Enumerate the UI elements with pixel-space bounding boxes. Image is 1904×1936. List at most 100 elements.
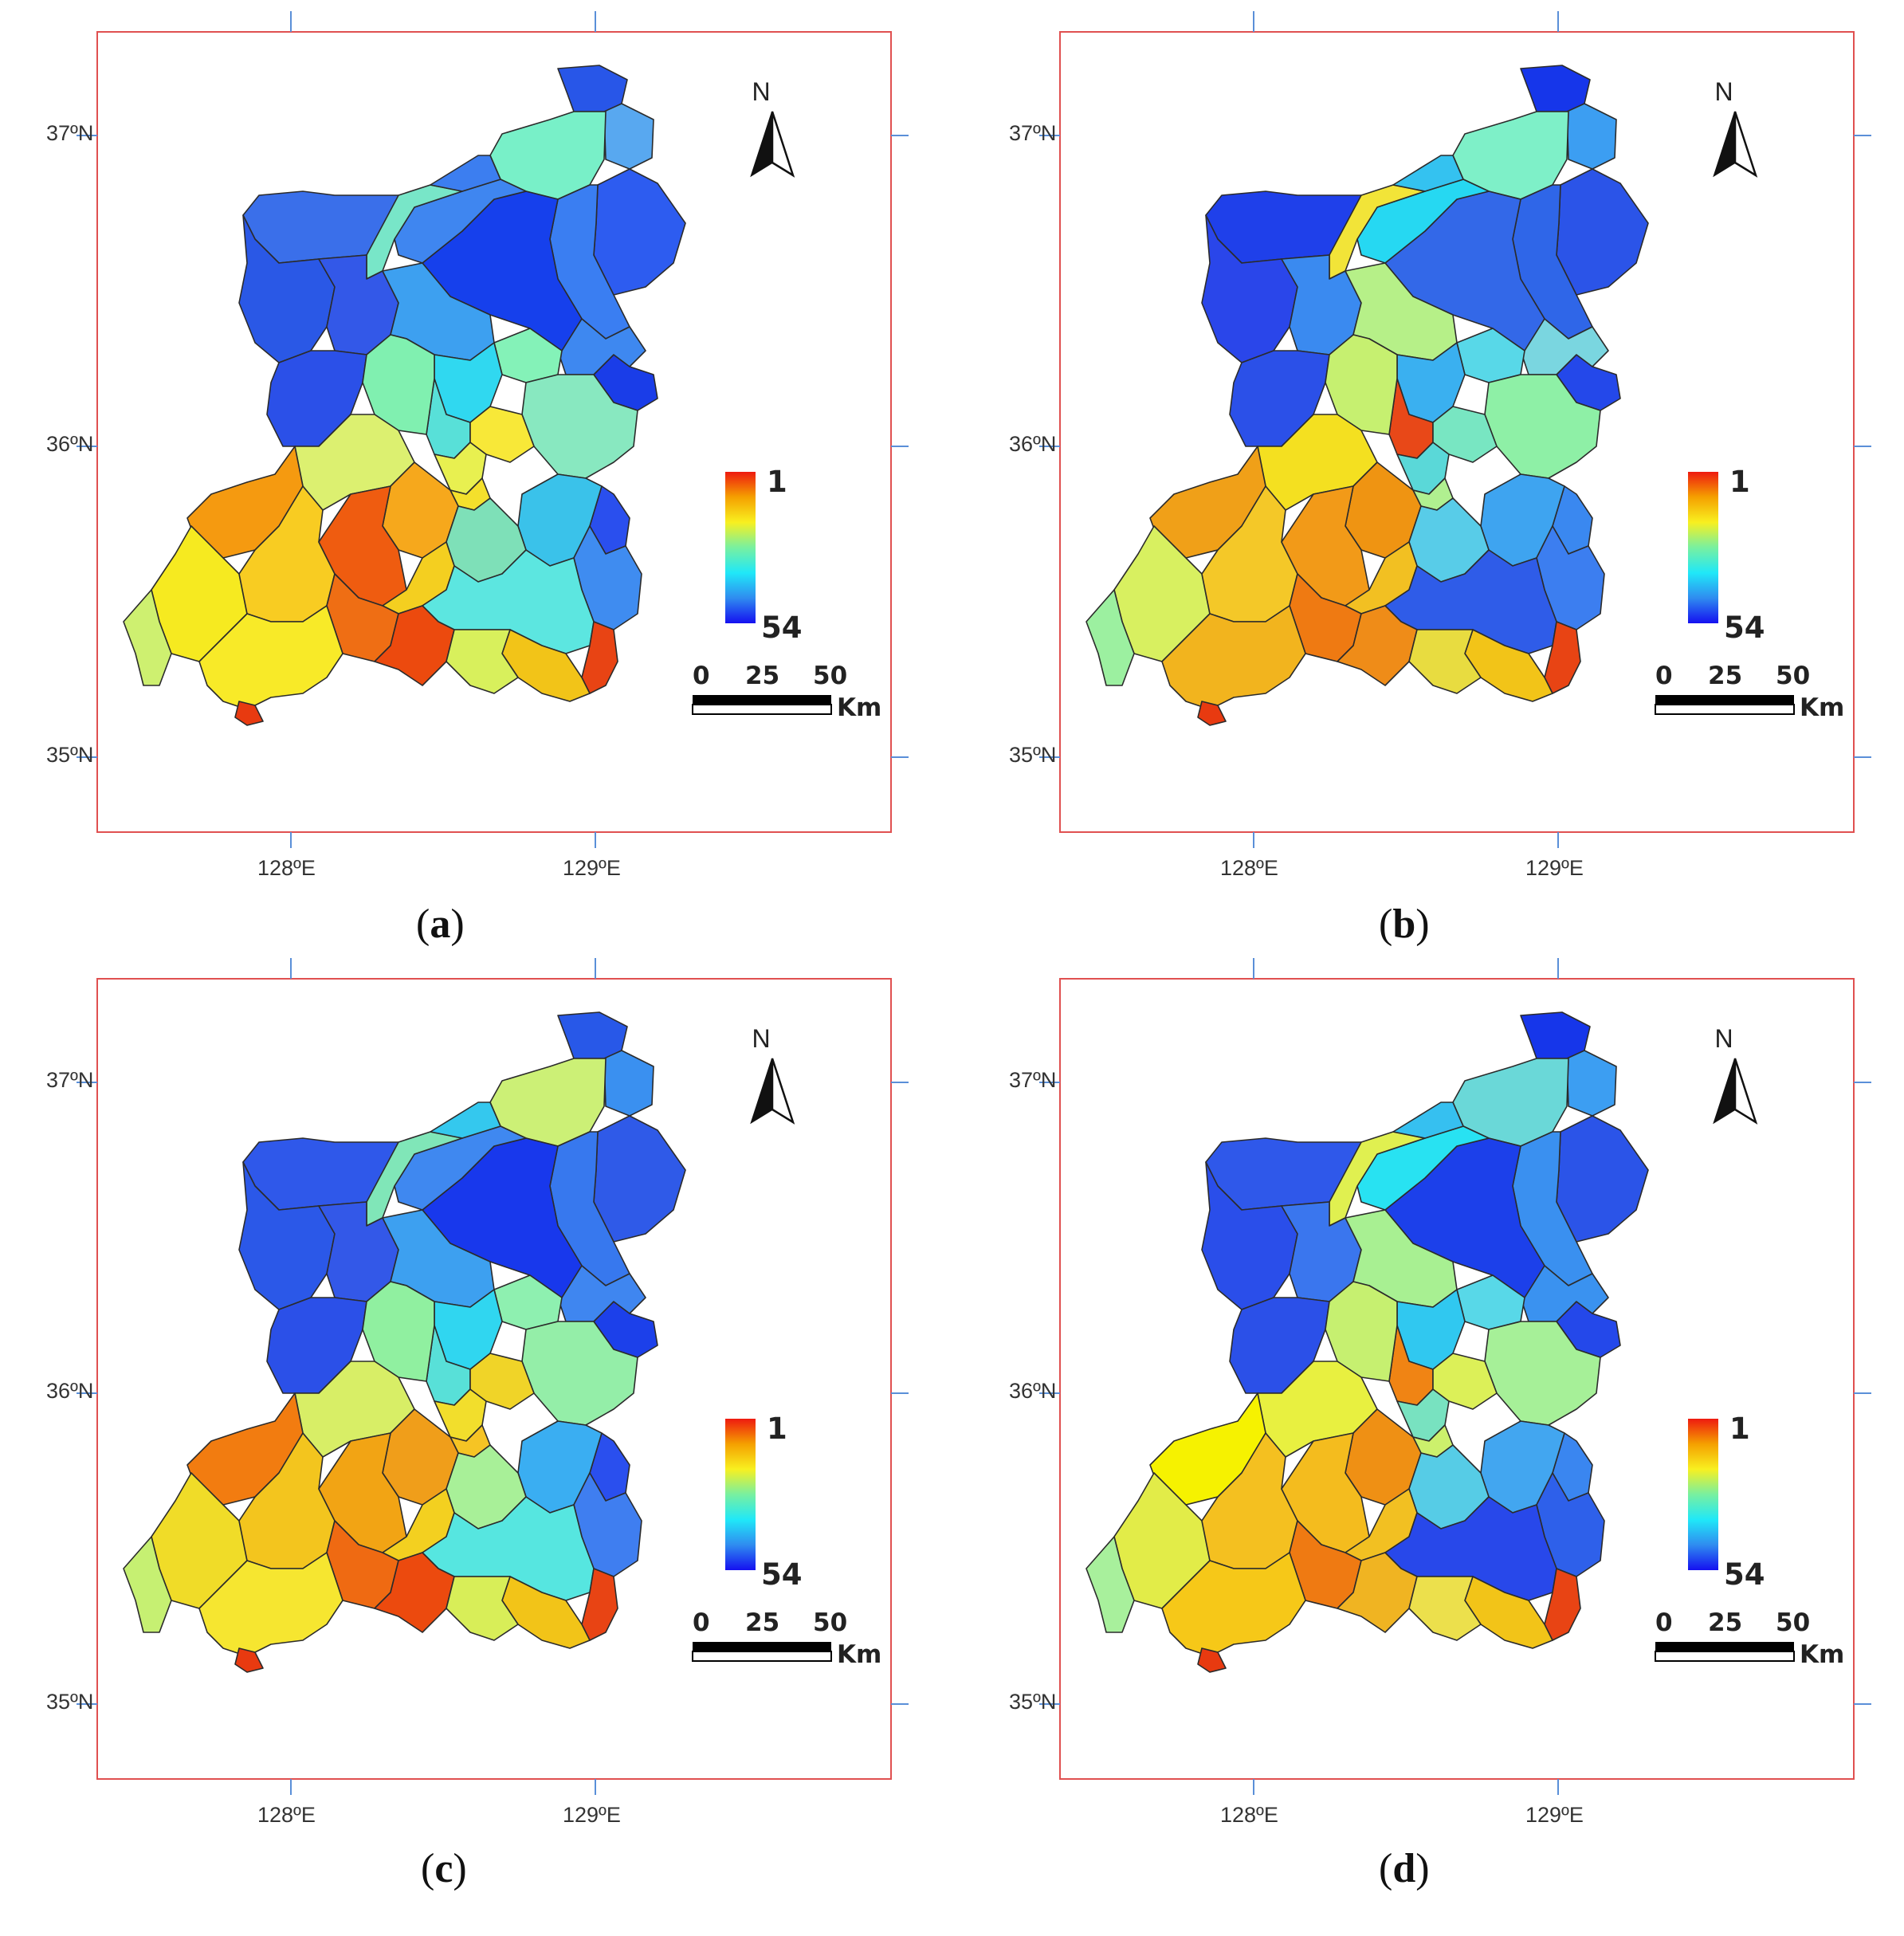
scale-tick-0: 0 [1655, 662, 1673, 690]
legend-color-bar [725, 1419, 756, 1570]
scale-unit: Km [837, 693, 881, 722]
graticule-ticks [1039, 11, 1871, 848]
region-r44 [1408, 629, 1482, 694]
north-arrow-icon: N [1713, 1024, 1758, 1125]
region-r2 [1566, 103, 1617, 170]
region-r38 [198, 605, 344, 710]
regions-layer [123, 1011, 686, 1673]
region-r11 [238, 1161, 336, 1310]
scale-tick-50: 50 [1776, 662, 1810, 690]
legend-color-bar [1688, 1419, 1718, 1570]
rank-legend: 1 54 [1688, 1412, 1765, 1592]
region-r43 [1197, 701, 1227, 726]
map-panel-a: 37ºN 36ºN 35ºN 128ºE 129ºE N 1 54 0 25 5… [0, 0, 940, 933]
region-r11 [1201, 1161, 1298, 1310]
lon-label-128: 128ºE [257, 856, 316, 880]
map-panel-c: 37ºN 36ºN 35ºN 128ºE 129ºE N 1 54 0 25 5… [0, 947, 940, 1879]
map-frame [96, 978, 892, 1780]
scale-bar-filled [693, 695, 831, 705]
region-r44 [446, 629, 519, 694]
scale-tick-50: 50 [813, 662, 847, 690]
region-r40 [374, 605, 455, 686]
caption-c-letter: c [434, 1846, 453, 1891]
map-panel-d: 37ºN 36ºN 35ºN 128ºE 129ºE N 1 54 0 25 5… [963, 947, 1903, 1879]
region-r4 [593, 168, 686, 296]
regions-layer [123, 65, 686, 726]
scale-tick-25: 25 [745, 1608, 779, 1637]
lon-label-128: 128ºE [257, 1803, 316, 1827]
region-r10 [1392, 155, 1464, 192]
scale-bar-filled [1655, 695, 1794, 705]
scale-unit: Km [1800, 693, 1844, 722]
region-r4 [1556, 168, 1649, 296]
region-r11 [1201, 214, 1298, 363]
region-r24 [1432, 1353, 1498, 1410]
map-frame [1059, 31, 1855, 833]
caption-b-letter: b [1392, 901, 1416, 947]
scale-tick-25: 25 [1708, 662, 1742, 690]
caption-d-letter: d [1392, 1846, 1416, 1891]
north-label: N [1714, 1024, 1733, 1053]
scale-tick-0: 0 [693, 1608, 710, 1637]
scale-unit: Km [1800, 1640, 1844, 1669]
region-r38 [1161, 1552, 1306, 1657]
scale-bar-filled [1655, 1642, 1794, 1651]
regions-layer [1085, 65, 1649, 726]
scale-bar: 0 25 50 Km [1655, 662, 1844, 722]
region-r2 [603, 103, 654, 170]
legend-color-bar [1688, 472, 1718, 623]
legend-min-label: 1 [1729, 1412, 1750, 1446]
region-r1 [557, 65, 628, 112]
scale-tick-50: 50 [1776, 1608, 1810, 1637]
region-r40 [1337, 1552, 1418, 1633]
lat-label-37: 37ºN [1009, 1068, 1056, 1092]
legend-min-label: 1 [767, 465, 787, 499]
scale-bar: 0 25 50 Km [1655, 1608, 1844, 1669]
region-r1 [1520, 1011, 1591, 1059]
north-arrow-icon: N [750, 77, 795, 178]
scale-tick-0: 0 [693, 662, 710, 690]
scale-bar-empty [692, 704, 832, 715]
scale-bar-empty [1655, 1651, 1795, 1662]
scale-tick-25: 25 [745, 662, 779, 690]
legend-max-label: 54 [761, 611, 803, 645]
lat-label-37: 37ºN [46, 1068, 93, 1092]
region-r1 [557, 1011, 628, 1059]
lon-label-129: 129ºE [563, 1803, 621, 1827]
map-panel-b: 37ºN 36ºN 35ºN 128ºE 129ºE N 1 54 0 25 5… [963, 0, 1903, 933]
region-r40 [1337, 605, 1418, 686]
scale-bar-empty [1655, 704, 1795, 715]
legend-max-label: 54 [1724, 611, 1765, 645]
region-r38 [198, 1552, 344, 1657]
region-r34 [123, 1536, 172, 1633]
region-r34 [1085, 1536, 1135, 1633]
region-r38 [1161, 605, 1306, 710]
caption-c: (c) [421, 1846, 467, 1891]
lat-label-35: 35ºN [46, 743, 93, 767]
north-arrow-icon: N [1713, 77, 1758, 178]
region-r24 [469, 1353, 535, 1410]
north-arrow-icon: N [750, 1024, 795, 1125]
region-r43 [1197, 1647, 1227, 1673]
map-frame [1059, 978, 1855, 1780]
caption-d: (d) [1379, 1846, 1430, 1891]
graticule-ticks [77, 11, 909, 848]
map-svg: 37ºN 36ºN 35ºN 128ºE 129ºE N 1 54 0 25 5… [46, 11, 909, 880]
scale-bar-empty [692, 1651, 832, 1662]
region-r10 [430, 1102, 501, 1139]
region-r10 [430, 155, 501, 192]
lat-label-36: 36ºN [1009, 1379, 1056, 1403]
north-label: N [752, 1024, 770, 1053]
lat-label-37: 37ºN [46, 121, 93, 145]
rank-legend: 1 54 [1688, 465, 1765, 645]
caption-a: (a) [416, 901, 465, 947]
scale-tick-50: 50 [813, 1608, 847, 1637]
map-svg: 37ºN 36ºN 35ºN 128ºE 129ºE N 1 54 0 25 5… [1009, 11, 1871, 880]
region-r11 [238, 214, 336, 363]
region-r24 [469, 406, 535, 463]
region-r1 [1520, 65, 1591, 112]
map-svg: 37ºN 36ºN 35ºN 128ºE 129ºE N 1 54 0 25 5… [46, 958, 909, 1827]
north-label: N [1714, 77, 1733, 106]
caption-a-letter: a [430, 901, 451, 947]
region-r10 [1392, 1102, 1464, 1139]
